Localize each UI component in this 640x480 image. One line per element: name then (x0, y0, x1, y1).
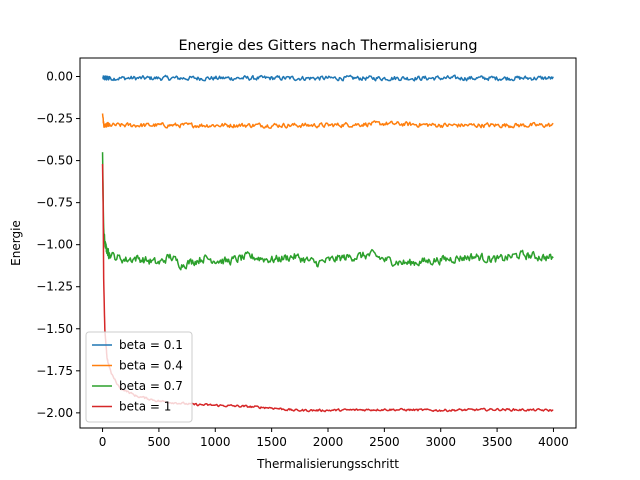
y-tick-label: −0.50 (36, 154, 73, 168)
x-tick-label: 3000 (425, 435, 456, 449)
x-tick-label: 500 (147, 435, 170, 449)
x-tick-label: 0 (99, 435, 107, 449)
y-tick-label: 0.00 (46, 70, 73, 84)
y-tick-label: −1.00 (36, 238, 73, 252)
y-axis-label: Energie (9, 220, 23, 266)
legend-label: beta = 0.4 (119, 359, 183, 373)
x-tick-label: 1500 (256, 435, 287, 449)
x-tick-label: 2000 (313, 435, 344, 449)
legend-label: beta = 1 (119, 400, 171, 414)
y-tick-label: −0.25 (36, 112, 73, 126)
series-line-3 (101, 152, 554, 271)
x-tick-label: 3500 (482, 435, 513, 449)
legend-label: beta = 0.1 (119, 338, 183, 352)
legend-box (85, 331, 193, 423)
chart-title: Energie des Gitters nach Thermalisierung (178, 38, 477, 54)
series-line-2 (101, 113, 554, 129)
x-axis: 0 500 1000 1500 2000 2500 3000 3500 4000 (99, 428, 569, 449)
legend: beta = 0.1 beta = 0.4 beta = 0.7 beta = 1 (85, 331, 193, 423)
series-line-1 (101, 74, 554, 82)
y-tick-label: −1.75 (36, 364, 73, 378)
x-tick-label: 2500 (369, 435, 400, 449)
y-tick-label: −1.50 (36, 322, 73, 336)
legend-label: beta = 0.7 (119, 379, 183, 393)
x-tick-label: 4000 (538, 435, 569, 449)
x-tick-label: 1000 (200, 435, 231, 449)
y-tick-label: −2.00 (36, 406, 73, 420)
y-tick-label: −1.25 (36, 280, 73, 294)
x-axis-label: Thermalisierungsschritt (256, 457, 399, 471)
y-tick-label: −0.75 (36, 196, 73, 210)
y-axis: 0.00 −0.25 −0.50 −0.75 −1.00 −1.25 −1.50 −1.75 −… (36, 70, 80, 420)
